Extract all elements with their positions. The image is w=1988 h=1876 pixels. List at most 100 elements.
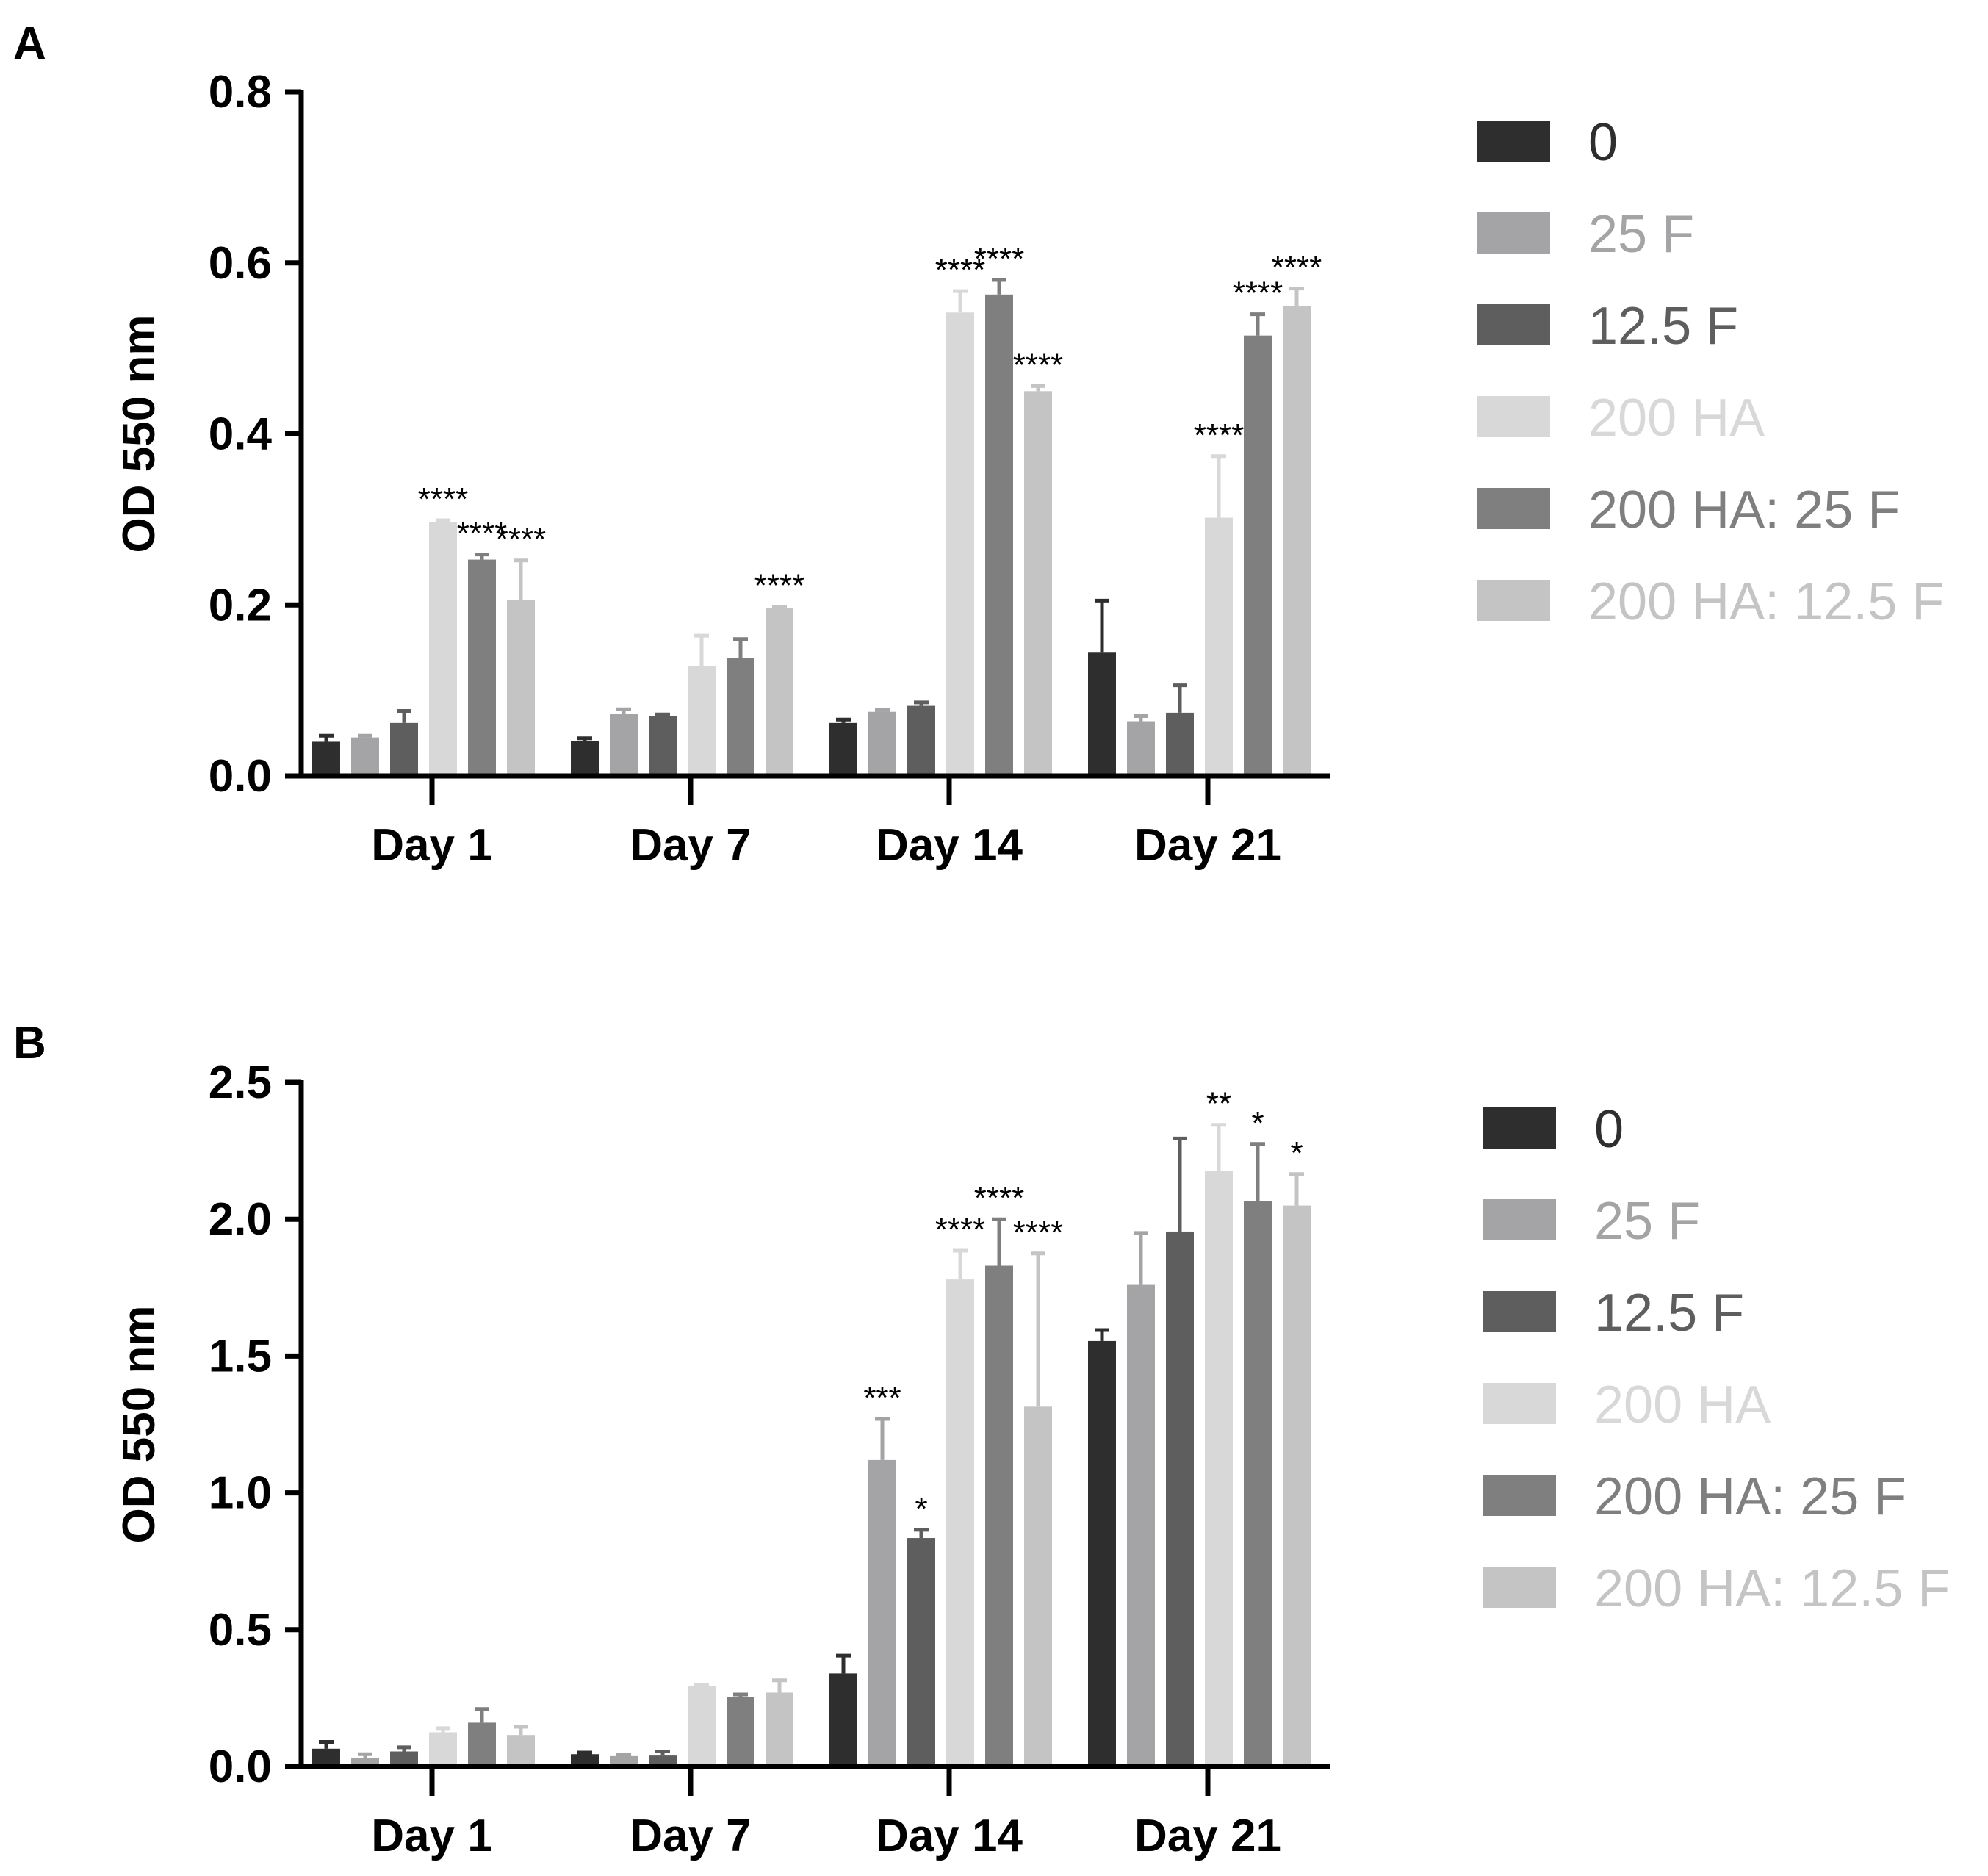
significance-label: **** (1194, 417, 1245, 453)
x-tick-label: Day 21 (1134, 1811, 1281, 1861)
significance-label: *** (863, 1380, 901, 1416)
significance-label: ** (1206, 1086, 1231, 1122)
legend-swatch-200-ha (1477, 396, 1550, 437)
bar-day-21-12-5-f (1166, 1231, 1194, 1767)
legend-label-25-f: 25 F (1594, 1192, 1700, 1251)
bar-day-7-0 (571, 1754, 599, 1767)
y-tick-label: 1.5 (209, 1331, 272, 1381)
bar-day-1-200-ha-12-5-f (507, 1735, 535, 1767)
bar-day-7-200-ha (688, 1686, 716, 1767)
significance-label: **** (1272, 250, 1322, 286)
significance-label: **** (935, 252, 986, 288)
x-tick-label: Day 7 (630, 820, 751, 871)
y-tick-label: 0.4 (209, 409, 273, 460)
bar-day-14-12-5-f (907, 705, 935, 776)
legend-label-12-5-f: 12.5 F (1594, 1284, 1744, 1343)
legend-swatch-0 (1483, 1107, 1556, 1149)
bar-day-21-200-ha-12-5-f (1283, 1205, 1311, 1767)
bar-day-7-200-ha-25-f (727, 658, 754, 776)
legend-label-200-ha-12-5-f: 200 HA: 12.5 F (1588, 572, 1944, 631)
significance-label: **** (1233, 276, 1283, 312)
x-tick-label: Day 21 (1134, 820, 1281, 871)
y-tick-label: 0.2 (209, 580, 272, 630)
significance-label: **** (496, 522, 547, 558)
bar-day-1-0 (312, 741, 340, 776)
legend-swatch-25-f (1477, 212, 1550, 254)
y-axis-title: OD 550 nm (114, 315, 165, 553)
x-tick-label: Day 14 (876, 1811, 1023, 1861)
bar-day-21-200-ha-12-5-f (1283, 305, 1311, 776)
bar-day-1-200-ha-25-f (468, 559, 496, 776)
significance-label: **** (457, 516, 508, 552)
bar-day-7-12-5-f (649, 1755, 677, 1767)
bar-day-7-25-f (610, 714, 638, 776)
bar-day-7-200-ha-25-f (727, 1697, 754, 1767)
legend-swatch-0 (1477, 121, 1550, 162)
y-axis-title: OD 550 nm (114, 1306, 165, 1544)
y-tick-label: 0.6 (209, 238, 272, 289)
panel-a: AOD 550 nm0.00.20.40.60.8***************… (13, 18, 1944, 871)
bar-day-14-200-ha-12-5-f (1024, 1406, 1052, 1767)
legend-label-200-ha: 200 HA (1594, 1376, 1771, 1434)
bar-day-7-200-ha (688, 666, 716, 776)
y-tick-label: 0.8 (209, 67, 272, 118)
bar-day-21-25-f (1127, 721, 1155, 776)
bar-day-14-25-f (868, 1459, 896, 1767)
legend-label-200-ha: 200 HA (1588, 389, 1765, 448)
significance-label: * (1251, 1105, 1264, 1141)
significance-label: * (915, 1491, 927, 1527)
bar-day-1-200-ha (429, 1732, 457, 1767)
bar-day-1-25-f (351, 1758, 379, 1767)
x-tick-label: Day 1 (371, 1811, 492, 1861)
bar-day-7-25-f (610, 1755, 638, 1767)
y-tick-label: 2.5 (209, 1057, 272, 1108)
y-tick-label: 0.5 (209, 1605, 272, 1656)
bar-day-1-200-ha-12-5-f (507, 600, 535, 776)
bar-day-7-12-5-f (649, 716, 677, 776)
bar-day-7-200-ha-12-5-f (766, 1692, 793, 1767)
x-tick-label: Day 14 (876, 820, 1023, 871)
bar-day-14-12-5-f (907, 1538, 935, 1767)
y-tick-label: 1.0 (209, 1468, 272, 1519)
legend-label-12-5-f: 12.5 F (1588, 297, 1738, 356)
legend-label-200-ha-12-5-f: 200 HA: 12.5 F (1594, 1559, 1950, 1618)
bar-day-7-0 (571, 741, 599, 776)
bar-day-14-200-ha (946, 1279, 974, 1767)
x-tick-label: Day 7 (630, 1811, 751, 1861)
bar-day-1-25-f (351, 737, 379, 776)
bar-day-21-12-5-f (1166, 712, 1194, 776)
bar-day-7-200-ha-12-5-f (766, 608, 793, 776)
legend-swatch-12-5-f (1483, 1291, 1556, 1332)
legend-swatch-200-ha-25-f (1483, 1475, 1556, 1516)
bar-day-14-0 (829, 722, 857, 776)
significance-label: **** (935, 1212, 986, 1248)
bar-day-1-0 (312, 1748, 340, 1767)
significance-label: **** (974, 241, 1025, 277)
bar-day-21-200-ha-25-f (1244, 335, 1272, 776)
legend-label-200-ha-25-f: 200 HA: 25 F (1594, 1467, 1906, 1526)
significance-label: **** (974, 1180, 1025, 1216)
bar-day-14-0 (829, 1673, 857, 1767)
legend-swatch-200-ha-25-f (1477, 488, 1550, 529)
bar-day-21-200-ha-25-f (1244, 1201, 1272, 1767)
legend-swatch-200-ha-12-5-f (1477, 580, 1550, 621)
legend-label-25-f: 25 F (1588, 205, 1694, 264)
bar-day-14-200-ha-25-f (985, 1265, 1013, 1767)
bar-day-1-12-5-f (390, 1751, 418, 1767)
legend-swatch-200-ha-12-5-f (1483, 1567, 1556, 1608)
significance-label: **** (1013, 347, 1064, 383)
bar-day-1-200-ha-25-f (468, 1722, 496, 1767)
significance-label: **** (418, 481, 469, 517)
bar-day-1-200-ha (429, 522, 457, 776)
y-tick-label: 2.0 (209, 1194, 272, 1245)
y-tick-label: 0.0 (209, 751, 272, 802)
bar-day-14-25-f (868, 711, 896, 776)
panel-b: BOD 550 nm0.00.51.01.52.02.5************… (13, 1018, 1950, 1861)
significance-label: * (1290, 1135, 1303, 1171)
bar-day-14-200-ha-12-5-f (1024, 391, 1052, 776)
bar-day-21-0 (1088, 652, 1116, 776)
bar-day-14-200-ha-25-f (985, 294, 1013, 777)
y-tick-label: 0.0 (209, 1742, 272, 1792)
panel-letter: A (13, 18, 46, 69)
